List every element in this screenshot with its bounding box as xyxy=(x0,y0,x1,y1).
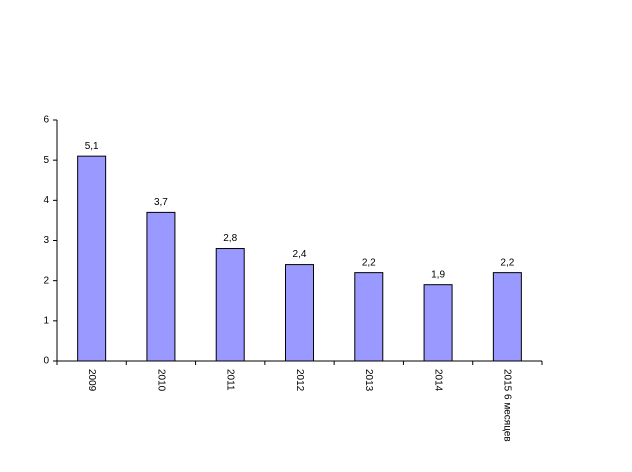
x-tick-label: 2014 xyxy=(432,369,443,392)
x-tick-label: 2015 6 месяцев xyxy=(502,369,513,442)
data-label: 2,2 xyxy=(500,257,514,268)
bar xyxy=(423,284,453,362)
data-label: 2,8 xyxy=(223,233,237,244)
data-label: 5,1 xyxy=(85,141,99,152)
bar xyxy=(285,264,314,362)
x-tick-label: 2011 xyxy=(225,369,236,391)
y-tick-label: 6 xyxy=(43,115,49,126)
data-label: 2,2 xyxy=(362,257,376,268)
bar xyxy=(492,272,522,362)
y-tick-label: 0 xyxy=(43,356,49,367)
x-tick-label: 2010 xyxy=(155,369,166,392)
y-tick-label: 4 xyxy=(43,195,49,206)
bar xyxy=(77,155,107,362)
x-tick-label: 2009 xyxy=(86,369,97,392)
bar xyxy=(354,272,384,362)
y-tick-label: 3 xyxy=(43,235,49,246)
data-label: 2,4 xyxy=(293,249,307,260)
y-tick-label: 1 xyxy=(43,315,49,326)
y-tick-label: 2 xyxy=(43,275,49,286)
x-tick-label: 2012 xyxy=(294,369,305,392)
y-tick-label: 5 xyxy=(43,155,49,166)
bar xyxy=(146,211,176,362)
data-label: 3,7 xyxy=(154,197,168,208)
data-label: 1,9 xyxy=(431,269,445,280)
bar xyxy=(215,248,245,362)
x-tick-label: 2013 xyxy=(363,369,374,392)
